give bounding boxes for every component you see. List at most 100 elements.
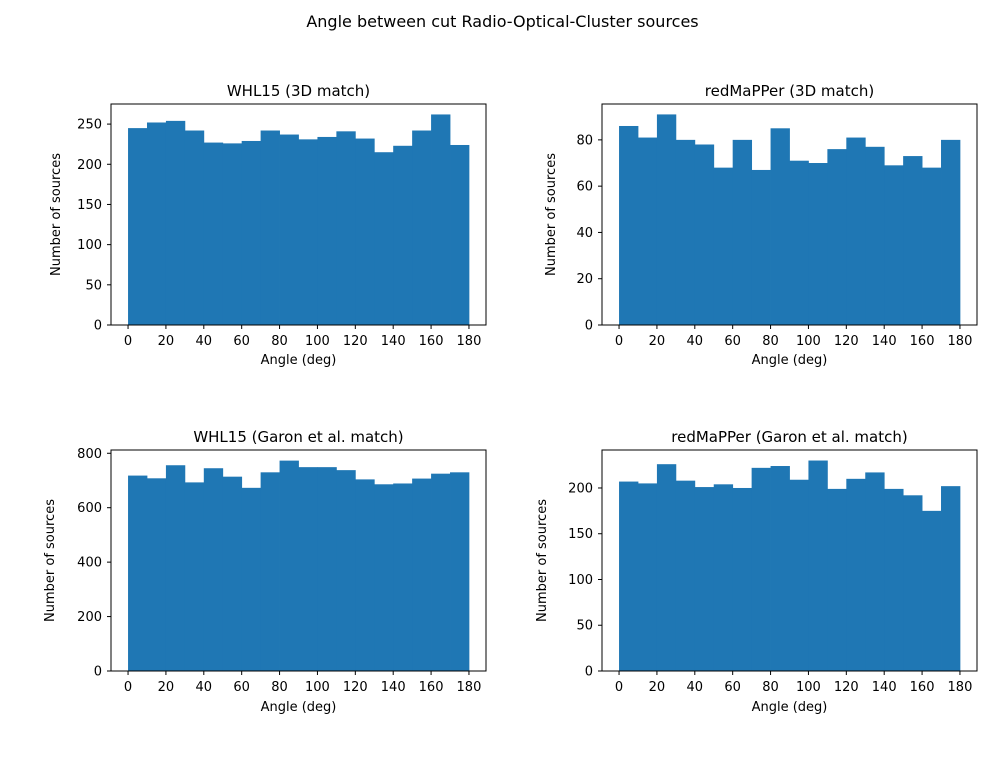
histogram-bar (619, 481, 639, 671)
x-tick-label: 140 (872, 334, 897, 349)
histogram-bar (279, 134, 299, 325)
histogram-bar (374, 152, 394, 325)
histogram-bar (184, 130, 205, 325)
histogram-bar (298, 467, 318, 671)
x-tick-label: 80 (271, 334, 288, 349)
histogram-bar (675, 139, 696, 325)
x-tick-label: 180 (948, 334, 973, 349)
histogram-bar (222, 143, 243, 325)
histogram-bar (656, 114, 677, 326)
histogram-bar (355, 138, 375, 325)
histogram-bar (412, 478, 432, 671)
x-tick-label: 120 (834, 680, 859, 695)
histogram-bar (619, 125, 639, 326)
panel-title: WHL15 (3D match) (227, 82, 370, 100)
y-tick-label: 100 (568, 573, 593, 588)
histogram-bar (789, 160, 809, 325)
histogram-bar (808, 460, 828, 671)
panel-whl15-garon-match: WHL15 (Garon et al. match) 0 20 40 60 80 100 1… (43, 428, 487, 715)
histogram-bar (146, 478, 167, 671)
histogram-bar (789, 479, 809, 671)
y-tick-label: 0 (94, 319, 102, 334)
histogram-bar (637, 483, 658, 671)
histogram-bar (260, 472, 280, 671)
y-tick-label: 50 (576, 619, 593, 634)
x-axis-label: Angle (deg) (261, 700, 337, 715)
x-tick-label: 60 (724, 334, 741, 349)
x-tick-label: 80 (762, 334, 779, 349)
histogram-bar (884, 165, 904, 325)
histogram-bar (203, 142, 224, 325)
plot-frame (110, 103, 487, 326)
histogram-bar (431, 114, 451, 326)
histogram-bar (827, 149, 847, 325)
y-tick-label: 0 (585, 665, 593, 680)
x-tick-label: 160 (910, 334, 935, 349)
x-tick-label: 0 (124, 334, 132, 349)
x-tick-label: 120 (343, 334, 368, 349)
x-tick-label: 60 (233, 334, 250, 349)
histogram-bar (128, 475, 148, 671)
histogram-bar (713, 484, 734, 671)
y-tick-label: 200 (77, 610, 102, 625)
y-axis-label: Number of sources (544, 153, 559, 276)
y-tick-label: 20 (576, 272, 593, 287)
y-tick-label: 150 (568, 527, 593, 542)
histogram-bar (298, 139, 318, 325)
x-tick-label: 0 (615, 334, 623, 349)
x-tick-label: 140 (872, 680, 897, 695)
histogram-bar (393, 145, 413, 325)
histogram-bar (694, 144, 715, 325)
panel-redmapper-3d-match: redMaPPer (3D match) 0 20 40 60 80 100 120 140 1… (544, 82, 978, 368)
histogram-bar (865, 146, 885, 325)
x-tick-label: 40 (687, 334, 704, 349)
x-tick-label: 180 (457, 334, 482, 349)
y-axis-label: Number of sources (535, 499, 550, 622)
x-tick-label: 120 (343, 680, 368, 695)
y-tick-label: 200 (568, 481, 593, 496)
x-tick-label: 160 (910, 680, 935, 695)
histogram-bar (336, 470, 356, 671)
x-tick-label: 80 (762, 680, 779, 695)
y-tick-label: 200 (77, 158, 102, 173)
histogram-bar (732, 139, 753, 325)
histogram-bar (279, 460, 299, 671)
histogram-bar (241, 140, 262, 325)
x-tick-label: 180 (457, 680, 482, 695)
panel-title: redMaPPer (Garon et al. match) (671, 428, 907, 446)
y-tick-label: 50 (85, 278, 102, 293)
x-tick-label: 140 (381, 680, 406, 695)
histogram-bar (146, 122, 167, 325)
x-tick-label: 100 (305, 680, 330, 695)
x-axis-label: Angle (deg) (752, 353, 828, 368)
x-tick-label: 20 (158, 334, 175, 349)
histogram-bar (637, 137, 658, 325)
x-tick-label: 40 (687, 680, 704, 695)
x-tick-label: 80 (271, 680, 288, 695)
x-tick-label: 20 (649, 334, 666, 349)
panel-title: WHL15 (Garon et al. match) (193, 428, 403, 446)
x-tick-label: 160 (419, 680, 444, 695)
histogram-bar (412, 130, 432, 325)
histogram-bar (431, 473, 451, 671)
y-tick-label: 0 (585, 319, 593, 334)
histogram-bar (865, 472, 885, 671)
x-tick-label: 100 (796, 680, 821, 695)
x-tick-label: 0 (124, 680, 132, 695)
x-axis-label: Angle (deg) (752, 700, 828, 715)
x-tick-label: 160 (419, 334, 444, 349)
y-tick-label: 600 (77, 501, 102, 516)
x-tick-label: 60 (233, 680, 250, 695)
x-axis-label: Angle (deg) (261, 353, 337, 368)
histogram-bar (713, 167, 734, 325)
x-tick-label: 40 (196, 680, 213, 695)
histogram-bar (317, 467, 337, 671)
histogram-bar (656, 464, 677, 671)
histogram-bar (941, 486, 961, 671)
x-tick-label: 100 (796, 334, 821, 349)
y-tick-label: 40 (576, 226, 593, 241)
histogram-bar (675, 480, 696, 671)
histogram-bar (922, 510, 942, 671)
y-axis-label: Number of sources (43, 499, 58, 622)
